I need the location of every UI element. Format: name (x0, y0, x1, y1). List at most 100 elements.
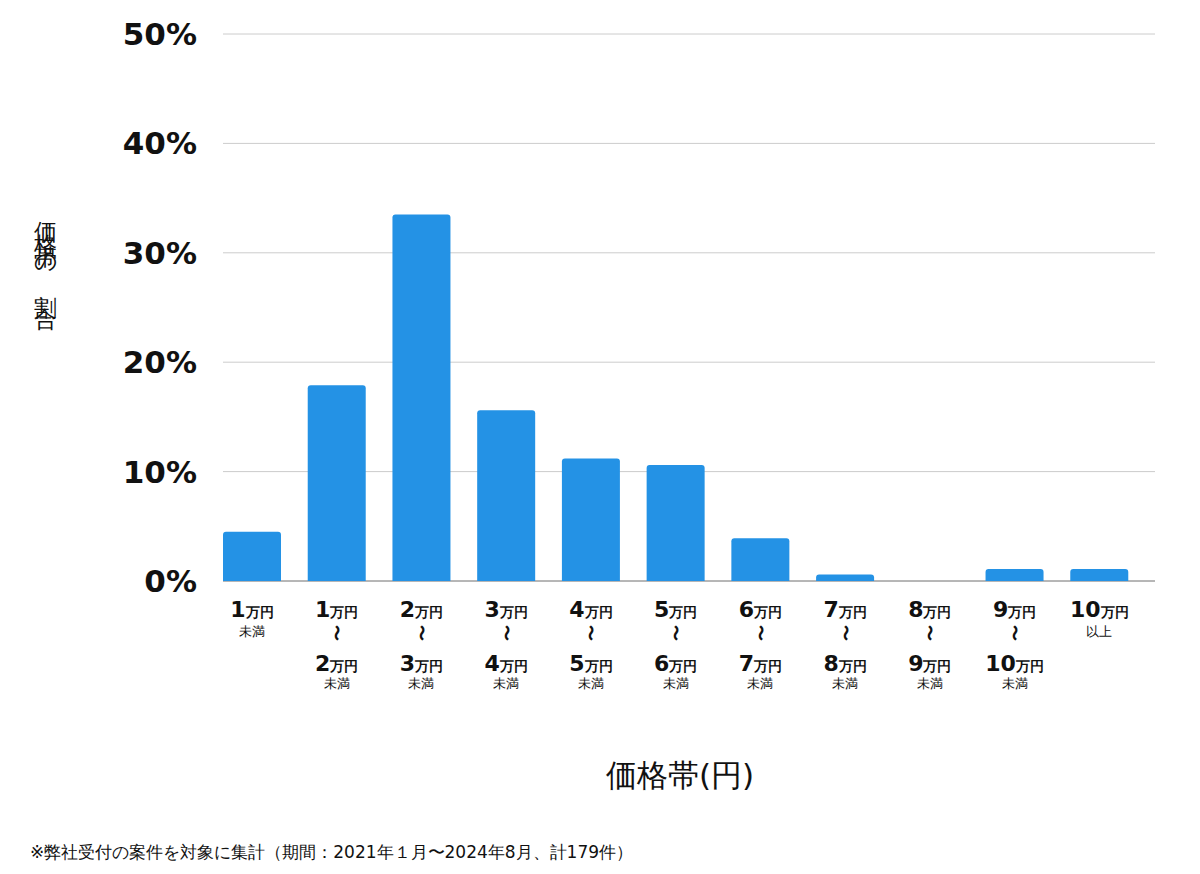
x-tick-range-mark: 〜 (412, 625, 431, 641)
x-tick-number: 7 (823, 597, 838, 622)
x-tick-range-mark: 〜 (836, 625, 855, 641)
x-tick-unit: 万円 (414, 604, 443, 620)
x-tick-unit: 万円 (1100, 604, 1129, 620)
grid-line (223, 362, 1155, 363)
x-tick-number: 10 (985, 651, 1016, 676)
x-tick-label: 3万円 (485, 597, 528, 622)
bar (392, 215, 450, 581)
x-tick-label: 10万円 (1070, 597, 1129, 622)
x-tick-unit: 万円 (838, 658, 867, 674)
x-tick-unit: 万円 (329, 604, 358, 620)
bar (562, 458, 620, 581)
x-tick-unit: 万円 (922, 604, 951, 620)
x-tick-unit: 万円 (329, 658, 358, 674)
x-tick-number: 5 (569, 651, 584, 676)
x-tick-label: 未満 (747, 676, 773, 691)
x-tick-number: 1 (230, 597, 245, 622)
x-tick-number: 9 (908, 651, 923, 676)
y-tick-label: 20% (123, 344, 197, 380)
x-tick-label: 8万円 (908, 597, 951, 622)
x-tick-number: 8 (908, 597, 923, 622)
x-tick-number: 4 (485, 651, 500, 676)
x-tick-range-mark: 〜 (920, 625, 939, 641)
x-tick-number: 10 (1070, 597, 1101, 622)
x-tick-number: 1 (315, 597, 330, 622)
grid-line (223, 252, 1155, 253)
bar (223, 532, 281, 581)
x-tick-range-mark: 〜 (497, 625, 516, 641)
x-tick-unit: 万円 (668, 658, 697, 674)
x-tick-label: 未満 (408, 676, 434, 691)
bars (223, 215, 1128, 581)
x-tick-label: 7万円 (823, 597, 866, 622)
x-tick-label: 未満 (917, 676, 943, 691)
bar (308, 385, 366, 581)
y-tick-label: 40% (123, 125, 197, 161)
bar (986, 569, 1044, 581)
x-tick-label: 4万円 (569, 597, 612, 622)
x-tick-number: 3 (400, 651, 415, 676)
x-tick-label: 10万円 (985, 651, 1044, 676)
x-tick-range-mark: 〜 (327, 625, 346, 641)
chart: 0%10%20%30%40%50%1万円未満1万円〜2万円未満2万円〜3万円未満… (0, 0, 1200, 874)
y-tick-label: 0% (144, 563, 197, 599)
x-tick-number: 7 (739, 651, 754, 676)
x-tick-label: 1万円 (315, 597, 358, 622)
x-tick-label: 9万円 (908, 651, 951, 676)
x-tick-unit: 万円 (499, 658, 528, 674)
x-tick-label: 6万円 (739, 597, 782, 622)
x-tick-label: 未満 (324, 676, 350, 691)
x-tick-label: 未満 (493, 676, 519, 691)
x-tick-label: 2万円 (315, 651, 358, 676)
x-tick-number: 3 (485, 597, 500, 622)
y-tick-label: 10% (123, 454, 197, 490)
x-tick-label: 5万円 (654, 597, 697, 622)
x-tick-unit: 万円 (584, 604, 613, 620)
x-tick-unit: 万円 (584, 658, 613, 674)
y-axis-label: 価格帯の割合 (33, 203, 59, 331)
x-tick-unit: 万円 (245, 604, 274, 620)
x-tick-unit: 万円 (414, 658, 443, 674)
grid-line (223, 34, 1155, 35)
y-tick-label: 30% (123, 235, 197, 271)
x-tick-unit: 万円 (499, 604, 528, 620)
x-tick-range-mark: 〜 (751, 625, 770, 641)
x-tick-unit: 万円 (753, 658, 782, 674)
bar (731, 538, 789, 581)
x-tick-unit: 万円 (1015, 658, 1044, 674)
bar (816, 574, 874, 581)
x-tick-label: 6万円 (654, 651, 697, 676)
x-tick-number: 8 (823, 651, 838, 676)
x-tick-label: 9万円 (993, 597, 1036, 622)
x-tick-unit: 万円 (1007, 604, 1036, 620)
x-tick-range-mark: 〜 (666, 625, 685, 641)
x-tick-label: 未満 (239, 624, 265, 639)
x-tick-unit: 万円 (668, 604, 697, 620)
x-tick-number: 2 (315, 651, 330, 676)
x-tick-range-mark: 〜 (581, 625, 600, 641)
x-tick-label: 2万円 (400, 597, 443, 622)
footnote: ※弊社受付の案件を対象に集計（期間：2021年１月〜2024年8月、計179件） (30, 842, 633, 862)
x-tick-number: 2 (400, 597, 415, 622)
x-tick-label: 未満 (832, 676, 858, 691)
x-tick-label: 4万円 (485, 651, 528, 676)
y-tick-label: 50% (123, 16, 197, 52)
x-tick-label: 未満 (1002, 676, 1028, 691)
x-tick-label: 未満 (578, 676, 604, 691)
x-tick-label: 7万円 (739, 651, 782, 676)
x-tick-label: 以上 (1086, 624, 1112, 639)
x-tick-label: 未満 (663, 676, 689, 691)
x-tick-number: 6 (654, 651, 669, 676)
x-tick-label: 8万円 (823, 651, 866, 676)
x-tick-number: 6 (739, 597, 754, 622)
bar (477, 410, 535, 581)
x-tick-unit: 万円 (753, 604, 782, 620)
x-tick-label: 1万円 (230, 597, 273, 622)
bar (647, 465, 705, 581)
x-tick-number: 5 (654, 597, 669, 622)
x-tick-label: 3万円 (400, 651, 443, 676)
bar (901, 581, 959, 582)
x-tick-label: 5万円 (569, 651, 612, 676)
x-axis-label: 価格帯(円) (606, 757, 754, 793)
bar (1070, 569, 1128, 581)
